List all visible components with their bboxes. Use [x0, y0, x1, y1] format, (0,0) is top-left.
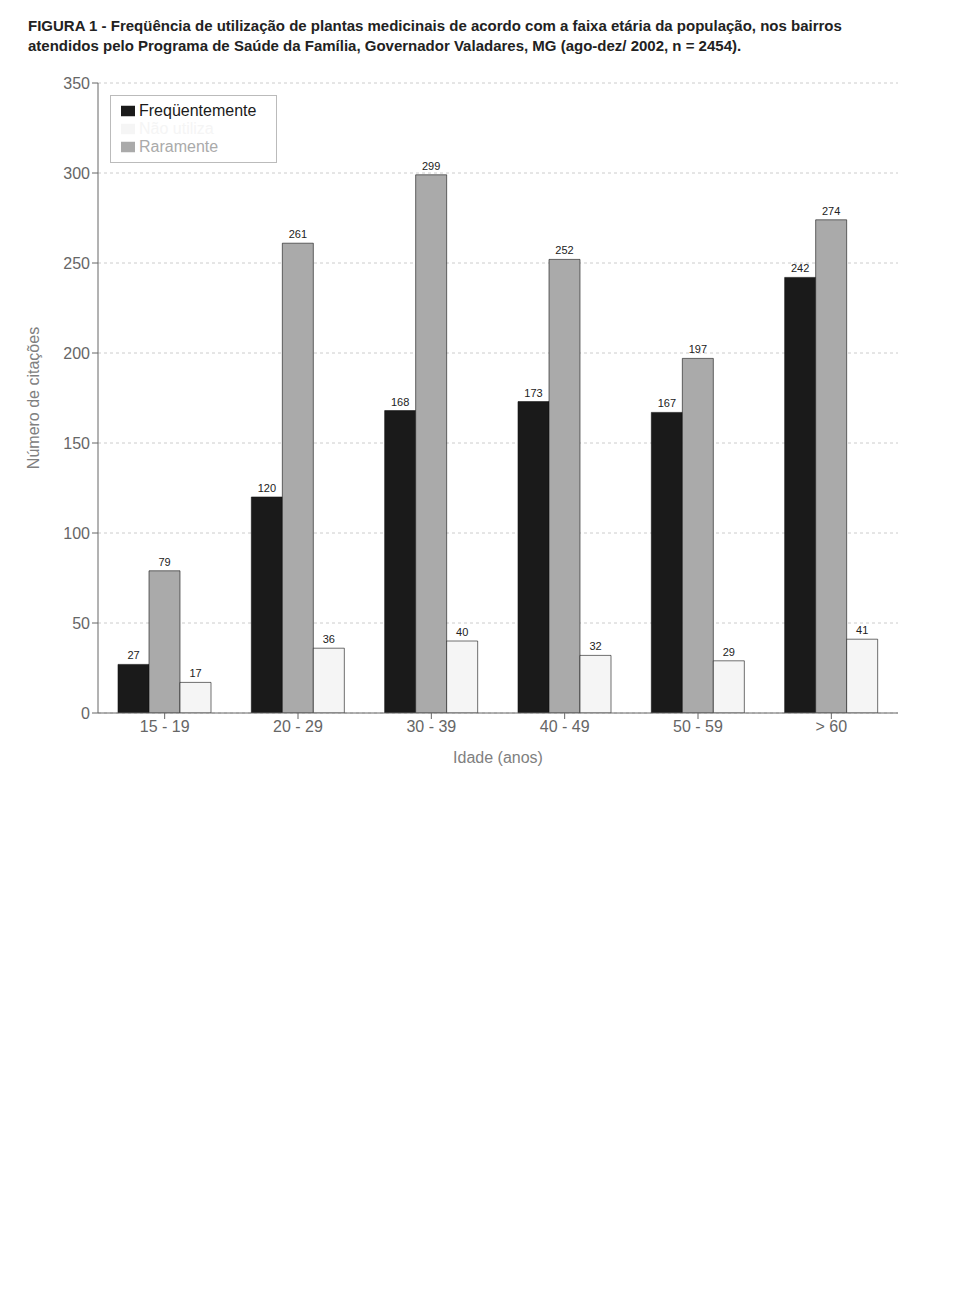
svg-text:120: 120 — [258, 482, 276, 494]
svg-text:36: 36 — [323, 633, 335, 645]
html-text:Raramente: Raramente — [139, 137, 219, 155]
svg-text:Número de citações: Número de citações — [25, 326, 42, 468]
svg-text:79: 79 — [158, 555, 170, 567]
svg-text:0: 0 — [81, 704, 90, 721]
svg-text:> 60: > 60 — [816, 718, 848, 735]
svg-text:167: 167 — [658, 397, 676, 409]
svg-text:32: 32 — [589, 640, 601, 652]
svg-text:30 - 39: 30 - 39 — [406, 718, 456, 735]
svg-text:350: 350 — [63, 74, 90, 91]
svg-text:40 - 49: 40 - 49 — [540, 718, 590, 735]
svg-text:Idade (anos): Idade (anos) — [453, 749, 543, 766]
svg-text:27: 27 — [127, 649, 139, 661]
svg-text:299: 299 — [422, 159, 440, 171]
svg-text:15 - 19: 15 - 19 — [140, 718, 190, 735]
html-text:Não utiliza: Não utiliza — [139, 119, 214, 137]
svg-text:40: 40 — [456, 626, 468, 638]
svg-text:29: 29 — [723, 645, 735, 657]
svg-text:17: 17 — [189, 667, 201, 679]
svg-text:274: 274 — [822, 204, 840, 216]
svg-text:250: 250 — [63, 254, 90, 271]
html-text:Freqüentemente: Freqüentemente — [139, 101, 257, 119]
svg-text:20 - 29: 20 - 29 — [273, 718, 323, 735]
svg-text:173: 173 — [524, 386, 542, 398]
svg-text:300: 300 — [63, 164, 90, 181]
html-text:FIGURA 1 - Freqüência de utili: FIGURA 1 - Freqüência de utilização de p… — [28, 17, 842, 55]
svg-text:100: 100 — [63, 524, 90, 541]
svg-text:252: 252 — [555, 244, 573, 256]
svg-text:41: 41 — [856, 624, 868, 636]
svg-text:261: 261 — [289, 228, 307, 240]
svg-text:200: 200 — [63, 344, 90, 361]
svg-text:168: 168 — [391, 395, 409, 407]
svg-text:50: 50 — [72, 614, 90, 631]
svg-text:150: 150 — [63, 434, 90, 451]
svg-text:242: 242 — [791, 262, 809, 274]
svg-text:197: 197 — [689, 343, 707, 355]
svg-text:50 - 59: 50 - 59 — [673, 718, 723, 735]
